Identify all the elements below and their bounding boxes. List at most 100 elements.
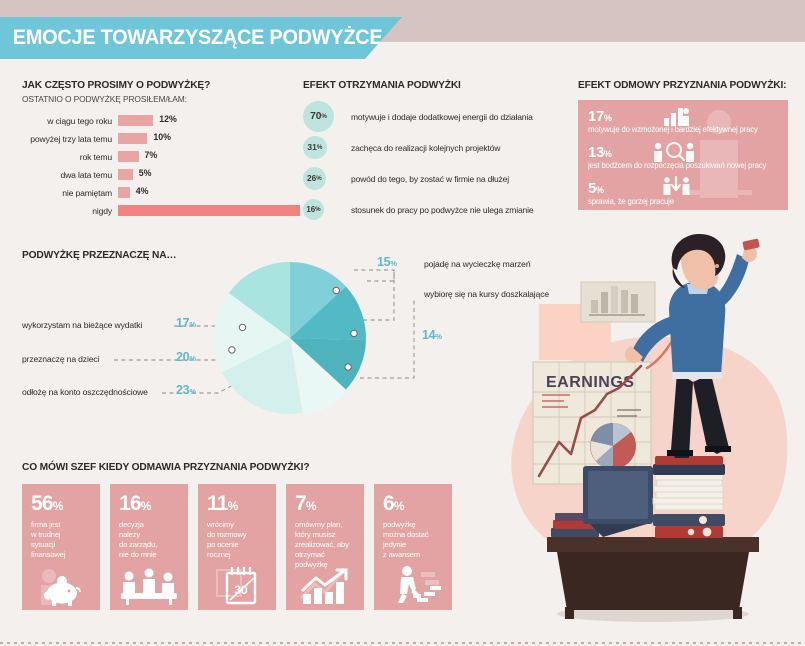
bar-row: powyżej trzy lata temu 10%: [22, 131, 292, 146]
refusal-item: 17% motywuje do wzmożonej i bardziej efe…: [588, 108, 758, 134]
pie-slice: [290, 262, 346, 338]
top-strip-scallop-edge: [0, 38, 805, 44]
bar-row: dwa lata temu 5%: [22, 167, 292, 182]
raise-effect-list: 70% motywuje i dodaje dodatkowej energii…: [303, 101, 568, 224]
pie-percent: 17%: [176, 316, 196, 330]
refusal-number: 13%: [588, 144, 612, 161]
boss-says-cards: 56% firma jest w trudnej sytuacji finansowe…: [22, 484, 492, 610]
percent-circle: 31%: [303, 135, 327, 160]
illustration-man-on-books: EARNINGS: [495, 232, 805, 646]
pie-slice: [290, 286, 366, 341]
poster-pie: [590, 423, 636, 469]
bar-track: 5%: [118, 168, 292, 180]
percent-sign: %: [321, 113, 327, 120]
down-arrow-people-icon: [663, 176, 690, 195]
list-item-label: stosunek do pracy po podwyżce nie ulega …: [351, 204, 534, 215]
list-item-label: powód do tego, by zostać w firmie na dłu…: [351, 173, 509, 184]
meeting-table-icon: [110, 566, 188, 606]
list-item: 31% zachęca do realizacji kolejnych proj…: [303, 133, 568, 162]
refusal-number: 5%: [588, 180, 604, 197]
pie-marker-dot: [344, 363, 352, 371]
percent-sign: %: [316, 174, 322, 182]
boss-says-title: CO MÓWI SZEF KIEDY ODMAWIA PRZYZNANIA PO…: [22, 462, 310, 473]
card-number: 16%: [119, 492, 152, 515]
bar-track: 7%: [118, 150, 292, 162]
bar-label: nie pamiętam: [62, 187, 112, 198]
ghost-person-silhouette-icon: [686, 110, 752, 198]
bar-value: 7%: [144, 150, 158, 160]
pie-percent: 20%: [176, 350, 196, 364]
percent-circle: 70%: [303, 101, 334, 132]
bar-value: 5%: [138, 168, 152, 178]
bar-label: w ciągu tego roku: [47, 115, 112, 126]
list-item-label: zachęca do realizacji kolejnych projektó…: [351, 142, 501, 153]
card-number: 6%: [383, 492, 405, 515]
card-number: 7%: [295, 492, 317, 515]
card-text: firma jest w trudnej sytuacji finansowej: [31, 520, 66, 560]
list-item-label: motywuje i dodaje dodatkowej energii do …: [351, 111, 533, 122]
percent-number: 70: [310, 111, 322, 122]
pie-percent: 14%: [422, 328, 442, 342]
bar-label: dwa lata temu: [60, 169, 112, 180]
earnings-poster: EARNINGS: [532, 361, 652, 485]
card-text: decyzja należy do zarządu, nie do mnie: [119, 520, 158, 560]
percent-number: 31: [307, 142, 317, 153]
calendar-30-icon: 30: [198, 564, 276, 606]
bar-label: powyżej trzy lata temu: [30, 133, 112, 144]
pie-label: wybiorę się na kursy doszkalające: [424, 289, 549, 299]
pie-marker-dot: [350, 329, 358, 338]
pie-label: przeznaczę na dzieci: [22, 354, 100, 364]
bar-label: nigdy: [92, 205, 112, 216]
wall-chart-poster: [580, 281, 656, 323]
refusal-text: jest bodźcem do rozpoczęcia poszukiwań n…: [588, 161, 767, 170]
bar-fill: [118, 187, 130, 198]
bar-track: 62%: [118, 204, 324, 216]
pie-slice: [228, 262, 290, 338]
frequency-bar-list: w ciągu tego roku 12% powyżej trzy lata …: [22, 113, 324, 218]
bar-label: rok temu: [79, 151, 112, 162]
bar-fill: [118, 151, 139, 162]
pie-marker-dot: [332, 286, 340, 295]
stat-card: 16% decyzja należy do zarządu, nie do mnie: [110, 484, 188, 610]
refusal-effect-title: EFEKT ODMOWY PRZYZNANIA PODWYŻKI:: [578, 80, 787, 91]
pie-percent: 15%: [377, 255, 397, 269]
bar-fill: [118, 115, 154, 126]
pie-label: wykorzystam na bieżące wydatki: [22, 320, 143, 330]
card-text: podwyżkę można dostać jedynie z awansem: [383, 520, 429, 560]
stat-card: 7% omówmy plan, który musisz zrealizować, …: [286, 484, 364, 610]
frequency-title: JAK CZĘSTO PROSIMY O PODWYŻKĘ?: [22, 80, 211, 91]
piggy-bank-icon: [22, 566, 100, 606]
pie-label: pojadę na wycieczkę marzeń: [424, 259, 531, 269]
poster-title: EARNINGS: [546, 374, 634, 391]
bar-row: nie pamiętam 4%: [22, 185, 292, 200]
bar-row: w ciągu tego roku 12%: [22, 113, 292, 128]
refusal-item: 13% jest bodźcem do rozpoczęcia poszukiw…: [588, 144, 766, 170]
pie-slice: [291, 340, 348, 416]
card-text: wrócimy do rozmowy po ocenie rocznej: [207, 520, 247, 560]
bar-value: 4%: [135, 186, 149, 196]
pie-title: PODWYŻKĘ PRZEZNACZĘ NA…: [22, 250, 177, 261]
percent-number: 16: [306, 205, 316, 214]
page-title: EMOCJE TOWARZYSZĄCE PODWYŻCE: [12, 26, 383, 49]
illustration-svg: EARNINGS: [511, 234, 788, 622]
percent-circle: 16%: [303, 199, 324, 220]
card-number: 11%: [207, 492, 238, 515]
pie-slice: [290, 338, 366, 390]
bar-value: 12%: [159, 114, 177, 124]
percent-number: 26: [307, 173, 317, 184]
frequency-subtitle: OSTATNIO O PODWYŻKĘ PROSIŁEM/ŁAM:: [22, 94, 187, 104]
person-figure: [624, 234, 760, 458]
computer-monitor: [583, 466, 653, 537]
bar-track: 10%: [118, 132, 292, 144]
refusal-effect-section: EFEKT ODMOWY PRZYZNANIA PODWYŻKI: 17% mo…: [578, 80, 790, 210]
bar-fill: [118, 169, 133, 180]
boss-says-section: CO MÓWI SZEF KIEDY ODMAWIA PRZYZNANIA PO…: [22, 462, 492, 610]
list-item: 26% powód do tego, by zostać w firmie na…: [303, 164, 568, 193]
percent-sign: %: [316, 143, 323, 151]
card-number: 56%: [31, 492, 64, 515]
pie-chart-svg: [213, 262, 366, 416]
pie-chart: [210, 258, 370, 418]
header-banner: EMOCJE TOWARZYSZĄCE PODWYŻCE: [0, 17, 402, 59]
